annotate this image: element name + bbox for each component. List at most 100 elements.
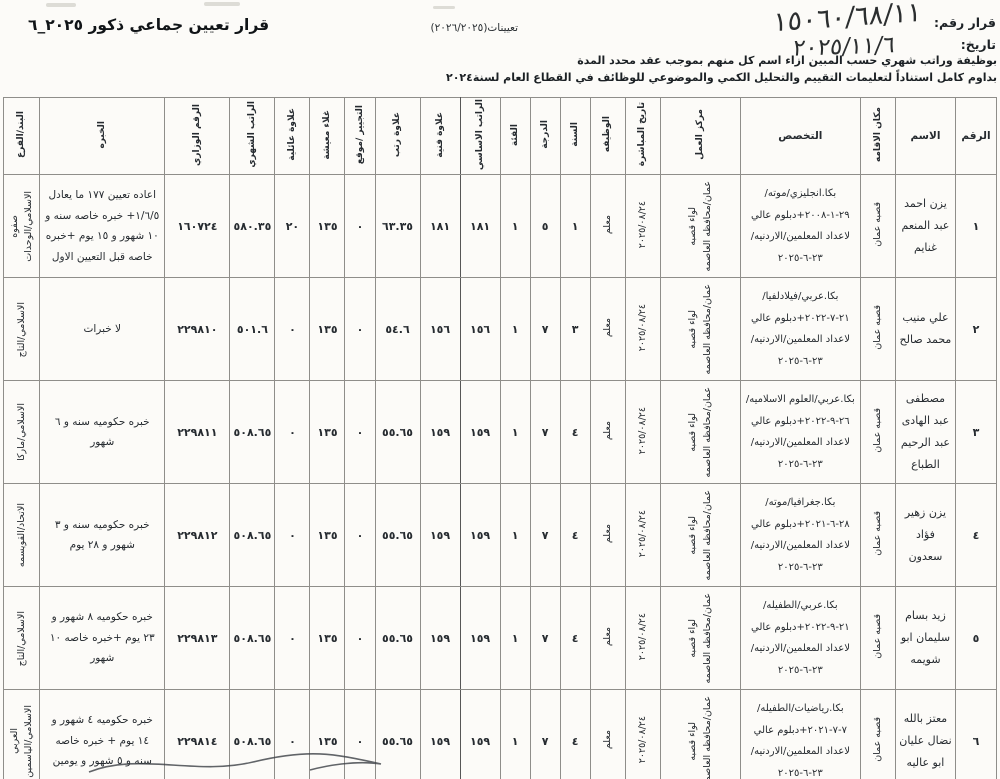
cell-technical-allowance: ١٥٦ <box>419 277 461 382</box>
cell-experience: لا خبرات <box>39 277 166 382</box>
cell-specialization: بكا.عربي/العلوم الاسلاميه/٢٦-٩-٢٠٢٢+دبلو… <box>739 380 861 485</box>
header-job: الوظيفه <box>589 96 626 176</box>
cell-technical-allowance: ١٥٩ <box>419 380 461 485</box>
cell-job: معلم <box>589 483 626 588</box>
cell-specialization: بكا.عربي/فيلادلفيا/٢١-٧-٢٠٢٢+دبلوم عالي … <box>739 277 861 382</box>
cell-cost-of-living: ١٣٥ <box>309 380 346 485</box>
cell-ministerial-number: ٢٢٩٨١٠ <box>164 277 231 382</box>
cell-cost-of-living: ١٣٥ <box>309 689 346 779</box>
cell-family-allowance: ٠ <box>274 277 311 382</box>
cell-grade: ٧ <box>529 586 561 691</box>
header-experience: الخبره <box>39 96 166 176</box>
cell-residence: قصبه عمان <box>859 483 896 588</box>
cell-year: ١ <box>559 174 591 279</box>
header-rank-allowance: علاوة رتب <box>374 96 421 176</box>
cell-work-center: عمان/محافظه العاصمه لواء قصبه <box>659 689 741 779</box>
cell-category: ١ <box>499 483 531 588</box>
cell-start-date: ٢٠٢٥/٠٨/٢٤ <box>624 586 661 691</box>
cell-family-allowance: ٠ <box>274 483 311 588</box>
cell-family-allowance: ٠ <box>274 380 311 485</box>
header-cost-of-living: غلاء معيشة <box>309 96 346 176</box>
cell-experience: اعاده تعيين ١٧٧ ما يعادل ١/٦/٥+ خبره خاص… <box>39 174 166 279</box>
header-start-date: تاريخ المباشرة <box>624 96 661 176</box>
scan-smudge <box>204 2 240 6</box>
cell-residence: قصبه عمان <box>859 174 896 279</box>
header-row: الرقم الاسم مكان الاقامه التخصص مركز العمل تا… <box>2 96 998 176</box>
cell-endorsement: ٠ <box>344 483 376 588</box>
table-row: ٣ مصطفى عبد الهادى عبد الرحيم الطباع قصبه … <box>2 380 998 485</box>
cell-cost-of-living: ١٣٥ <box>309 586 346 691</box>
cell-grade: ٧ <box>529 277 561 382</box>
scan-smudge <box>433 6 455 9</box>
cell-endorsement: ٠ <box>344 277 376 382</box>
cell-basic-salary: ١٥٩ <box>459 380 501 485</box>
cell-work-center: عمان/محافظه العاصمه لواء قصبه <box>659 483 741 588</box>
cell-cost-of-living: ١٣٥ <box>309 483 346 588</box>
cell-work-center: عمان/محافظه العاصمه لواء قصبه <box>659 380 741 485</box>
cell-experience: خبره حكوميه ٨ شهور و ٢٣ يوم +خبره خاصه ١… <box>39 586 166 691</box>
cell-basic-salary: ١٥٩ <box>459 689 501 779</box>
cell-endorsement: ٠ <box>344 380 376 485</box>
cell-monthly-salary: ٥٠١.٦ <box>229 277 276 382</box>
cell-name: يزن احمد عبد المنعم غنايم <box>894 174 956 279</box>
cell-experience: خبره حكوميه سنه و ٦ شهور <box>39 380 166 485</box>
cell-monthly-salary: ٥٨٠.٣٥ <box>229 174 276 279</box>
cell-monthly-salary: ٥٠٨.٦٥ <box>229 689 276 779</box>
header-year: السنة <box>559 96 591 176</box>
cell-basic-salary: ١٥٦ <box>459 277 501 382</box>
cell-bank-branch: الاسلامي/ماركا <box>2 380 41 485</box>
cell-work-center: عمان/محافظه العاصمه لواء قصبه <box>659 277 741 382</box>
cell-year: ٤ <box>559 483 591 588</box>
cell-category: ١ <box>499 689 531 779</box>
cell-family-allowance: ٢٠ <box>274 174 311 279</box>
cell-ministerial-number: ٢٢٩٨١٢ <box>164 483 231 588</box>
header-num: الرقم <box>954 96 998 176</box>
cell-monthly-salary: ٥٠٨.٦٥ <box>229 380 276 485</box>
cell-start-date: ٢٠٢٥/٠٨/٢٤ <box>624 689 661 779</box>
header-residence: مكان الاقامه <box>859 96 896 176</box>
cell-job: معلم <box>589 174 626 279</box>
cell-rank-allowance: ٥٥.٦٥ <box>374 380 421 485</box>
date-label: تاريخ: <box>960 37 996 52</box>
header-work-center: مركز العمل <box>659 96 741 176</box>
cell-cost-of-living: ١٣٥ <box>309 277 346 382</box>
cell-num: ٣ <box>954 380 998 485</box>
cell-job: معلم <box>589 689 626 779</box>
cell-name: مصطفى عبد الهادى عبد الرحيم الطباع <box>894 380 956 485</box>
cell-category: ١ <box>499 174 531 279</box>
cell-specialization: بكا.جغرافيا/موته/٢٨-٦-٢٠٢١+دبلوم عالي لا… <box>739 483 861 588</box>
cell-name: علي منيب محمد صالح <box>894 277 956 382</box>
cell-num: ١ <box>954 174 998 279</box>
cell-specialization: بكا.انجليزي/موته/٢٩-١-٢٠٠٨+دبلوم عالي لا… <box>739 174 861 279</box>
cell-cost-of-living: ١٣٥ <box>309 174 346 279</box>
cell-rank-allowance: ٦٣.٣٥ <box>374 174 421 279</box>
intro-line-2: بداوم كامل استناداً لتعليمات التقييم وال… <box>446 71 997 84</box>
cell-family-allowance: ٠ <box>274 586 311 691</box>
cell-ministerial-number: ٢٢٩٨١١ <box>164 380 231 485</box>
cell-basic-salary: ١٥٩ <box>459 483 501 588</box>
cell-bank-branch: الاسلامي/الياسمين العربي <box>2 689 41 779</box>
cell-job: معلم <box>589 277 626 382</box>
cell-residence: قصبه عمان <box>859 380 896 485</box>
header-name: الاسم <box>894 96 956 176</box>
cell-endorsement: ٠ <box>344 174 376 279</box>
cell-num: ٦ <box>954 689 998 779</box>
cell-experience: خبره حكوميه ٤ شهور و ١٤ يوم + خبره خاصه … <box>39 689 166 779</box>
cell-year: ٤ <box>559 380 591 485</box>
cell-name: زيد بسام سليمان ابو شويمه <box>894 586 956 691</box>
cell-start-date: ٢٠٢٥/٠٨/٢٤ <box>624 174 661 279</box>
cell-num: ٤ <box>954 483 998 588</box>
cell-basic-salary: ١٥٩ <box>459 586 501 691</box>
cell-specialization: بكا.عربي/الطفيله/٢١-٩-٢٠٢٢+دبلوم عالي لا… <box>739 586 861 691</box>
table-body: الرقم الاسم مكان الاقامه التخصص مركز العمل تا… <box>2 96 998 779</box>
table-row: ٢ علي منيب محمد صالح قصبه عمان بكا.عربي/فيل… <box>2 277 998 382</box>
cell-technical-allowance: ١٥٩ <box>419 586 461 691</box>
table-row: ٥ زيد بسام سليمان ابو شويمه قصبه عمان بكا.ع… <box>2 586 998 691</box>
cell-start-date: ٢٠٢٥/٠٨/٢٤ <box>624 380 661 485</box>
cell-work-center: عمان/محافظه العاصمه لواء قصبه <box>659 586 741 691</box>
cell-grade: ٧ <box>529 483 561 588</box>
header-basic-salary: الراتب الاساسي <box>459 96 501 176</box>
cell-residence: قصبه عمان <box>859 689 896 779</box>
cell-bank-branch: الاسلامي/التاج <box>2 586 41 691</box>
header-grade: الدرجة <box>529 96 561 176</box>
